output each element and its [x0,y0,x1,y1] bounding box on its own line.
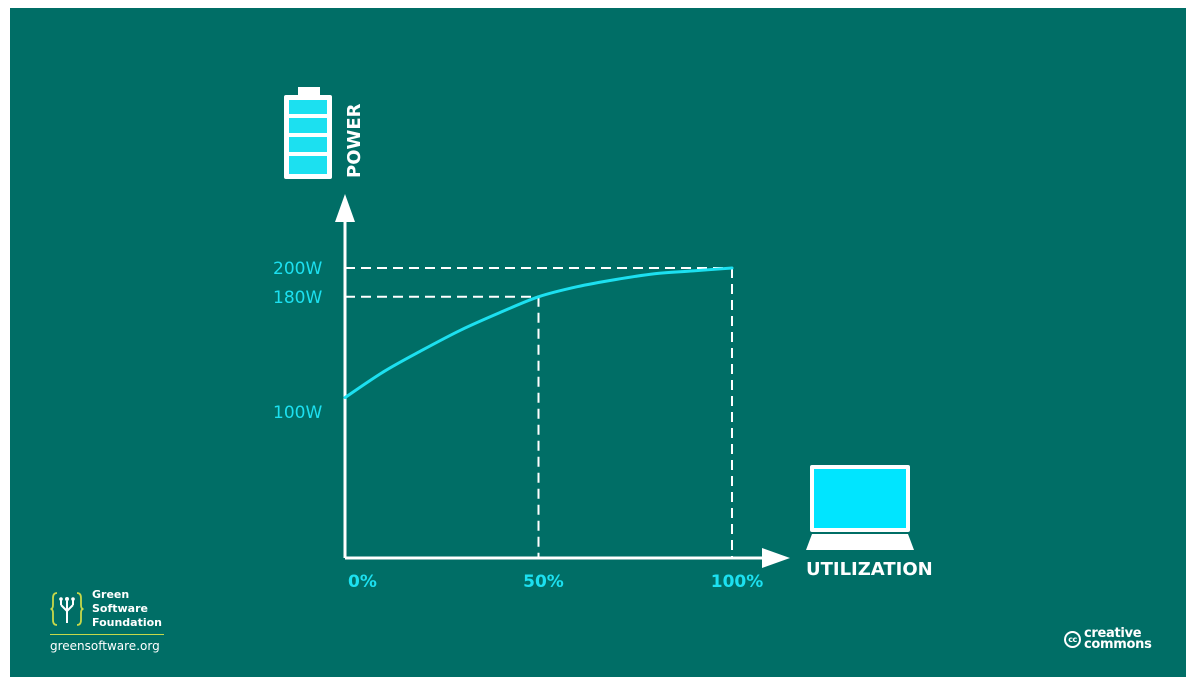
creative-commons-icon: cc [1064,630,1081,648]
x-axis-arrow [762,548,790,568]
y-tick-label: 180W [273,288,322,308]
creative-commons-line: creative [1084,626,1142,641]
slide-background [10,8,1186,677]
brand-name-line: Green [92,588,130,601]
x-axis-title: UTILIZATION [806,559,933,580]
x-tick-label: 50% [523,572,564,592]
brand-divider [50,634,164,635]
y-axis-arrow [335,194,355,222]
reference-lines [345,267,733,558]
axes [335,194,790,568]
x-tick-label: 100% [711,572,764,592]
y-tick-labels: 100W 180W 200W [273,259,322,423]
y-tick-label: 200W [273,259,322,279]
green-software-foundation-logo-icon [50,592,84,626]
brand-url: greensoftware.org [50,639,160,653]
brand-name-line: Software [92,602,148,615]
brand-name: Green Software Foundation [92,588,162,630]
brand-block: Green Software Foundation greensoftware.… [50,588,170,653]
power-curve-line [343,266,734,400]
y-tick-label: 100W [273,403,322,423]
creative-commons-line: commons [1084,637,1152,652]
brand-name-line: Foundation [92,616,163,629]
battery-icon [284,87,332,179]
creative-commons-badge: cc creative commons [1064,626,1152,652]
x-tick-label: 0% [348,572,377,592]
laptop-icon [806,465,914,550]
creative-commons-text: creative commons [1084,626,1152,652]
x-tick-labels: 0% 50% 100% [348,572,763,592]
y-axis-title: POWER [344,103,365,178]
series-layer [343,266,734,400]
